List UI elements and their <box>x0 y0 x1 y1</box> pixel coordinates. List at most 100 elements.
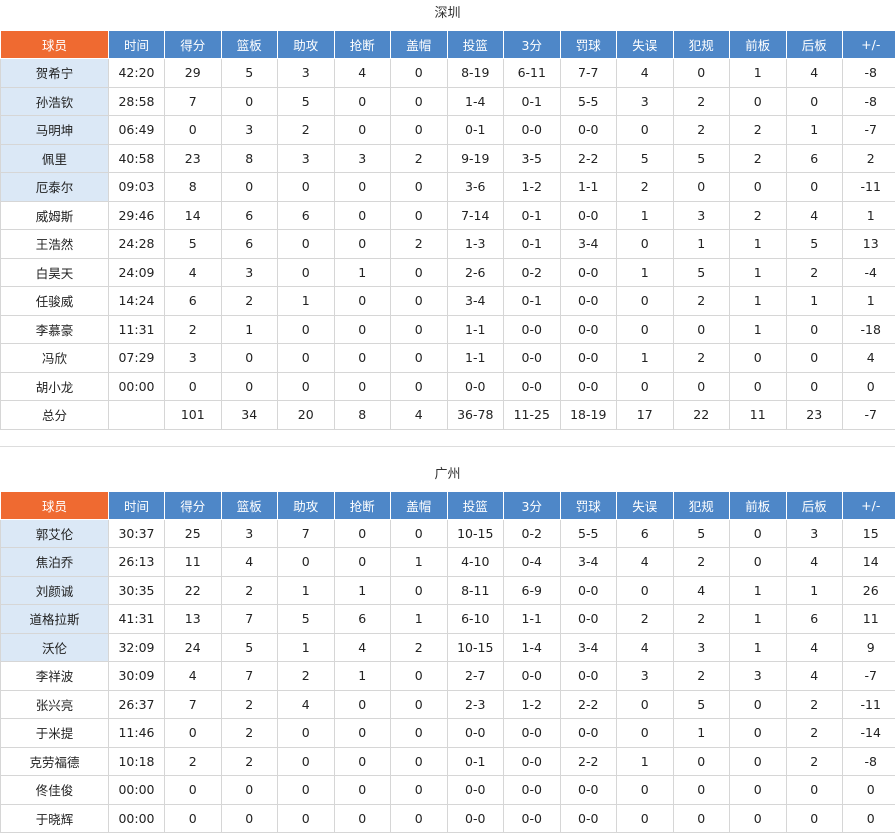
stat-cell: 0 <box>786 804 843 833</box>
stat-cell: 0 <box>843 372 895 401</box>
stat-cell: 3 <box>617 662 674 691</box>
stat-cell: 0 <box>334 776 391 805</box>
stat-cell: 2 <box>391 144 448 173</box>
stat-cell: 1 <box>673 719 730 748</box>
player-name: 孙浩钦 <box>1 87 109 116</box>
stat-cell: 14 <box>843 548 895 577</box>
stat-cell: 0 <box>730 804 787 833</box>
stat-cell: 4 <box>221 548 278 577</box>
column-header: 时间 <box>109 491 165 519</box>
stat-cell: 24:09 <box>109 258 165 287</box>
stat-cell: 0 <box>730 173 787 202</box>
stat-cell: 4 <box>165 662 222 691</box>
stat-cell: 4 <box>334 633 391 662</box>
stat-cell: 0 <box>278 173 335 202</box>
stat-cell: 4 <box>786 201 843 230</box>
stat-cell: 41:31 <box>109 605 165 634</box>
stat-cell: 2 <box>165 747 222 776</box>
stat-cell: 2 <box>278 662 335 691</box>
stat-cell: 0 <box>673 372 730 401</box>
stat-cell: 0-0 <box>560 662 617 691</box>
stat-cell: 0 <box>391 690 448 719</box>
stat-cell: 06:49 <box>109 116 165 145</box>
stat-cell: 0 <box>391 344 448 373</box>
stat-cell: 0 <box>391 804 448 833</box>
column-header: 球员 <box>1 491 109 519</box>
stat-cell: 0 <box>617 776 674 805</box>
stat-cell: 3-5 <box>504 144 561 173</box>
stat-cell: -11 <box>843 690 895 719</box>
stat-cell: 3 <box>617 87 674 116</box>
stat-cell: 0-1 <box>447 116 504 145</box>
stat-cell: 4 <box>617 548 674 577</box>
stat-cell: 0-0 <box>504 719 561 748</box>
stat-cell: 3 <box>278 59 335 88</box>
stat-cell: 1 <box>730 315 787 344</box>
column-header: 3分 <box>504 491 561 519</box>
stat-cell: 1 <box>843 201 895 230</box>
stat-cell: 0 <box>617 576 674 605</box>
stat-cell: -8 <box>843 747 895 776</box>
stat-cell: 0 <box>391 662 448 691</box>
stat-cell: 2-7 <box>447 662 504 691</box>
stat-cell: 0 <box>391 116 448 145</box>
team1-title: 深圳 <box>0 0 895 30</box>
stat-cell: 2 <box>617 605 674 634</box>
stat-cell: 9 <box>843 633 895 662</box>
stat-cell: 29 <box>165 59 222 88</box>
column-header: 得分 <box>165 31 222 59</box>
stat-cell: 0 <box>165 372 222 401</box>
stat-cell: 1 <box>617 201 674 230</box>
stat-cell: 0 <box>730 776 787 805</box>
stat-cell: 2 <box>673 548 730 577</box>
stat-cell: -18 <box>843 315 895 344</box>
stat-cell: 2 <box>673 287 730 316</box>
stat-cell: 0 <box>278 804 335 833</box>
player-name: 冯欣 <box>1 344 109 373</box>
stat-cell: 0-0 <box>560 719 617 748</box>
stat-cell: 0-0 <box>447 719 504 748</box>
stat-cell: 1-2 <box>504 690 561 719</box>
stat-cell: 5 <box>617 144 674 173</box>
stat-cell: 2-2 <box>560 747 617 776</box>
stat-cell: 2-2 <box>560 690 617 719</box>
stat-cell: 0-0 <box>447 372 504 401</box>
player-name: 任骏威 <box>1 287 109 316</box>
column-header: 篮板 <box>221 491 278 519</box>
stat-cell: 5-5 <box>560 519 617 548</box>
column-header: 盖帽 <box>391 31 448 59</box>
stat-cell: 1 <box>730 230 787 259</box>
stat-cell: 0-0 <box>560 804 617 833</box>
stat-cell: 0 <box>278 315 335 344</box>
stat-cell: 0 <box>673 747 730 776</box>
stat-cell: 13 <box>843 230 895 259</box>
stat-cell: 0-0 <box>560 576 617 605</box>
stat-cell: 3-6 <box>447 173 504 202</box>
stat-cell: 7 <box>221 605 278 634</box>
stat-cell: 4 <box>617 633 674 662</box>
column-header: 时间 <box>109 31 165 59</box>
stat-cell: 4 <box>786 548 843 577</box>
stat-cell: 9-19 <box>447 144 504 173</box>
total-cell: 20 <box>278 401 335 430</box>
stat-cell: 2 <box>673 116 730 145</box>
stat-cell: 14:24 <box>109 287 165 316</box>
stat-cell: 10-15 <box>447 633 504 662</box>
total-cell: 11-25 <box>504 401 561 430</box>
stat-cell: 4 <box>786 59 843 88</box>
stat-cell: 0 <box>786 344 843 373</box>
stat-cell: 42:20 <box>109 59 165 88</box>
column-header: 盖帽 <box>391 491 448 519</box>
stat-cell: 2 <box>786 258 843 287</box>
stat-cell: 0 <box>391 315 448 344</box>
team2-title: 广州 <box>0 461 895 491</box>
stat-cell: 0 <box>673 173 730 202</box>
stat-cell: 1 <box>786 116 843 145</box>
stat-cell: 09:03 <box>109 173 165 202</box>
stat-cell: 4 <box>334 59 391 88</box>
stat-cell: -8 <box>843 87 895 116</box>
stat-cell: 0-1 <box>504 201 561 230</box>
stat-cell: 0 <box>278 776 335 805</box>
stat-cell: 0-0 <box>560 116 617 145</box>
stat-cell: 0 <box>165 804 222 833</box>
